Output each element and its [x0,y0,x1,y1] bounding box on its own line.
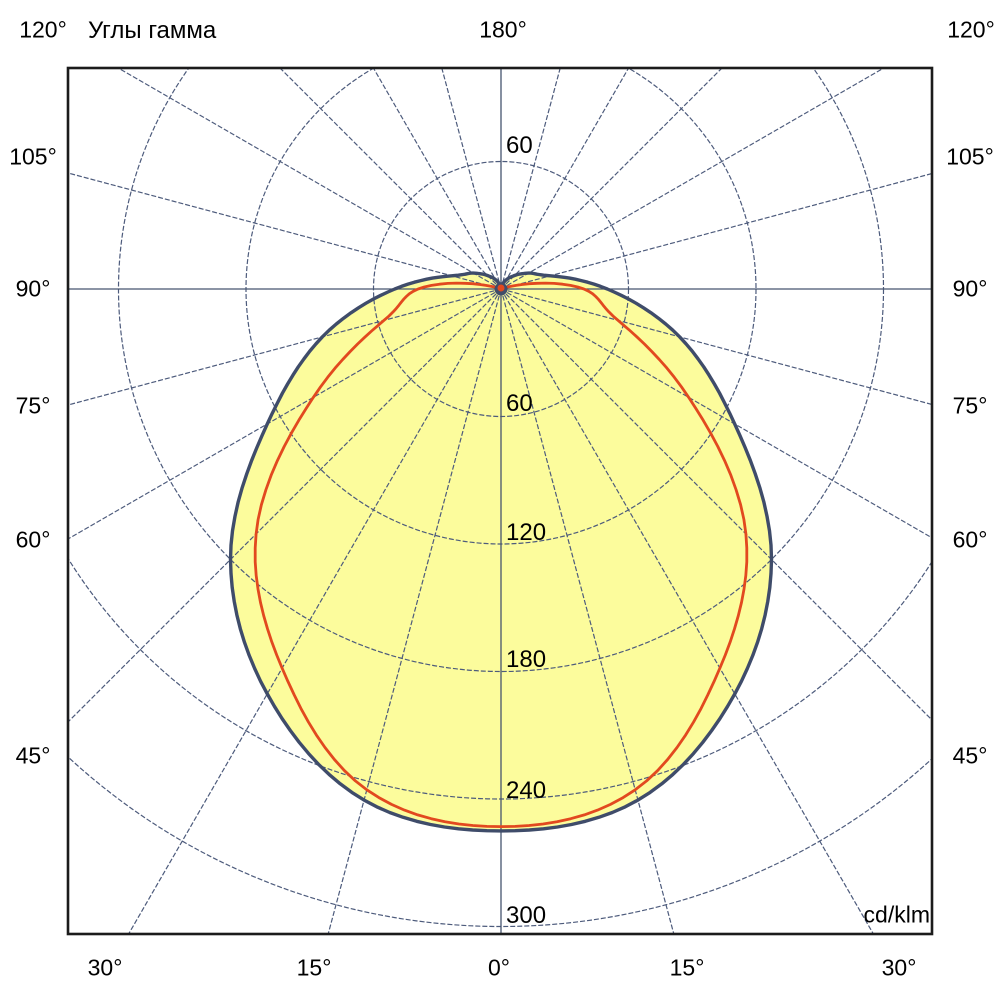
chart-title: Углы гамма [88,17,217,44]
gamma-angle-label-top: 120° [947,16,995,43]
gamma-angle-label-right: 75° [952,392,988,419]
polar-grid-ray [68,172,502,290]
polar-grid-ray [68,288,502,540]
gamma-angle-label-bottom: 15° [669,954,705,981]
polar-grid-ray [500,68,630,290]
polar-grid-ray [500,288,932,539]
polar-grid-ray [500,68,885,290]
gamma-angle-label-left: 45° [15,742,51,769]
polar-grid-ray [500,288,932,406]
plot-border [66,66,934,936]
polar-grid-ray [500,288,675,934]
polar-grid-ray [68,288,502,723]
radial-value-label: 60 [506,132,533,159]
radial-value-label: 60 [506,390,533,417]
polar-grid-ray [327,288,502,934]
gamma-angle-label-top: 180° [479,16,527,43]
polar-grid-ray [127,288,502,934]
radial-value-label: 120 [506,519,547,546]
gamma-angle-label-right: 45° [952,742,988,769]
polar-grid-ray [500,288,875,934]
polar-grid-ray [500,172,932,290]
polar-grid-ray [500,288,932,721]
radial-value-label: 240 [506,777,547,804]
gamma-angle-label-bottom: 30° [881,954,917,981]
gamma-angle-label-left: 90° [15,275,51,302]
polar-grid-ray [68,288,502,406]
gamma-angle-label-right: 90° [952,275,988,302]
gamma-angle-label-left: 75° [15,392,51,419]
gamma-angle-label-bottom: 30° [87,954,123,981]
gamma-angle-label-right: 60° [952,526,988,553]
polar-grid-ray [372,68,502,290]
radial-value-label: 180 [506,646,547,673]
polar-grid-ray [500,68,561,290]
gamma-angle-label-bottom: 15° [296,954,332,981]
gamma-angle-label-left: 105° [9,143,57,170]
unit-label: cd/klm [863,901,930,928]
gamma-angle-label-left: 60° [15,526,51,553]
radial-value-label: 300 [506,902,547,929]
polar-grid-ray [500,68,723,290]
gamma-angle-label-top: 120° [19,16,67,43]
gamma-angle-label-bottom: 0° [488,954,510,981]
polar-grid-ray [117,68,502,290]
gamma-angle-label-right: 105° [946,143,994,170]
polar-grid-ray [279,68,502,290]
center-knot-red [497,284,505,292]
